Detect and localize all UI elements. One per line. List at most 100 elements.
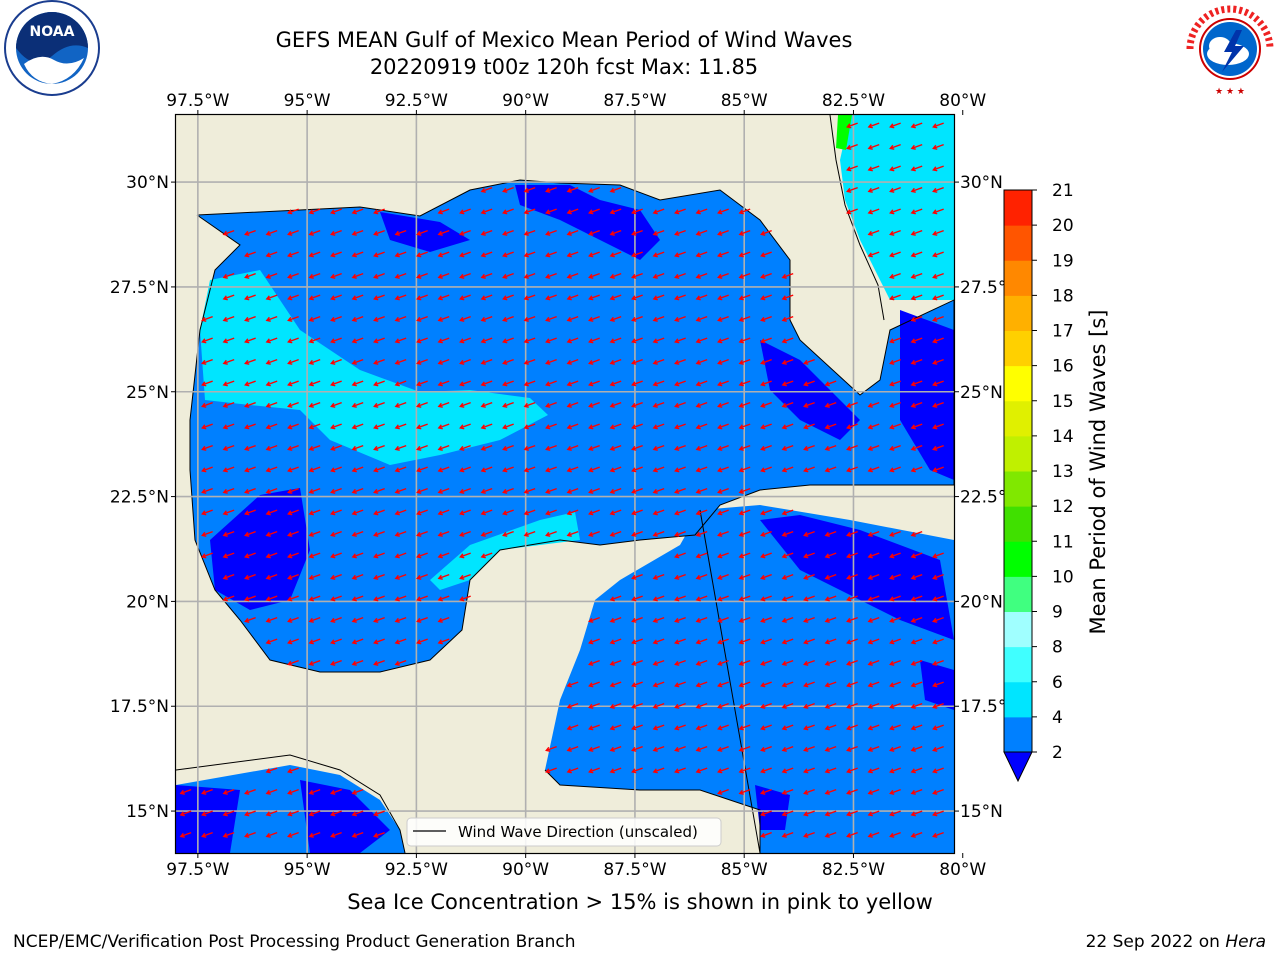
colorbar-band-11 [1004, 330, 1032, 367]
wave-direction-arrow-144 [287, 294, 299, 301]
wave-direction-arrow-113 [265, 272, 278, 279]
wave-direction-arrow-323 [760, 401, 772, 408]
wave-direction-arrow-439 [244, 487, 256, 494]
wave-direction-arrow-471 [373, 509, 385, 516]
wave-direction-arrow-249 [566, 358, 579, 365]
wave-direction-arrow-178 [351, 315, 364, 322]
wave-direction-arrow-791 [824, 788, 837, 795]
wave-direction-arrow-298 [222, 401, 235, 408]
wave-direction-arrow-2 [889, 122, 901, 129]
wave-direction-arrow-414 [459, 466, 471, 473]
wave-direction-arrow-504 [480, 530, 493, 537]
colorbar-band-13 [1004, 260, 1032, 296]
x-tick-label-top-1: 95°W [284, 91, 331, 111]
short-period-patch-4 [760, 515, 954, 640]
wave-direction-arrow-467 [287, 509, 299, 516]
colorbar-tick-label-7: 12 [1052, 497, 1074, 517]
wave-direction-arrow-642 [437, 638, 450, 645]
wave-direction-arrow-650 [738, 638, 751, 645]
wave-direction-arrow-4 [932, 122, 944, 129]
wave-direction-arrow-46 [738, 208, 751, 215]
wave-direction-arrow-235 [265, 358, 278, 365]
wave-direction-arrow-657 [889, 638, 901, 645]
short-period-patch-0 [210, 488, 310, 610]
wave-direction-arrow-631 [889, 616, 901, 623]
wave-direction-arrow-293 [824, 380, 837, 387]
wave-direction-arrow-388 [652, 444, 665, 451]
wave-direction-arrow-402 [201, 466, 213, 473]
wave-direction-arrow-809 [803, 810, 815, 817]
wave-direction-arrow-200 [932, 315, 944, 322]
wave-direction-arrow-450 [480, 487, 493, 494]
wave-direction-arrow-213 [459, 337, 471, 344]
wave-direction-arrow-218 [566, 337, 579, 344]
wave-direction-arrow-399 [889, 444, 901, 451]
wave-direction-arrow-785 [351, 788, 364, 795]
wave-direction-arrow-757 [287, 767, 299, 774]
wave-direction-arrow-205 [287, 337, 299, 344]
wave-direction-arrow-594 [674, 595, 686, 602]
wave-direction-arrow-186 [523, 315, 536, 322]
wave-direction-arrow-825 [373, 831, 385, 838]
wave-direction-arrow-378 [437, 444, 450, 451]
wave-direction-arrow-342 [416, 423, 428, 430]
wave-direction-arrow-684 [588, 681, 600, 688]
wave-direction-arrow-364 [889, 423, 901, 430]
colorbar-band-3 [1004, 611, 1032, 648]
wave-direction-arrow-725 [695, 724, 708, 731]
wave-direction-arrow-567 [695, 573, 708, 580]
wave-direction-arrow-532 [351, 552, 364, 559]
wave-direction-arrow-558 [351, 573, 364, 580]
wave-direction-arrow-441 [287, 487, 299, 494]
wave-direction-arrow-728 [760, 724, 772, 731]
wave-direction-arrow-240 [373, 358, 385, 365]
y-tick-label-right-6: 30°N [960, 173, 1003, 193]
wave-direction-arrow-444 [351, 487, 364, 494]
wave-direction-arrow-656 [867, 638, 880, 645]
wave-direction-arrow-460 [695, 487, 708, 494]
wave-direction-arrow-621 [674, 616, 686, 623]
wave-direction-arrow-195 [717, 315, 729, 322]
wave-direction-arrow-822 [308, 831, 321, 838]
wave-direction-arrow-51 [932, 208, 944, 215]
wave-direction-arrow-628 [824, 616, 837, 623]
wave-direction-arrow-26 [932, 186, 944, 193]
wave-direction-arrow-330 [910, 401, 923, 408]
wave-direction-arrow-94 [502, 251, 514, 258]
wave-direction-arrow-525 [201, 552, 213, 559]
wave-direction-arrow-595 [695, 595, 708, 602]
wave-direction-arrow-1 [867, 122, 880, 129]
wave-direction-arrow-183 [459, 315, 471, 322]
wave-direction-arrow-503 [459, 530, 471, 537]
wave-direction-arrow-500 [394, 530, 407, 537]
wave-direction-arrow-468 [308, 509, 321, 516]
wave-direction-arrow-353 [652, 423, 665, 430]
wave-direction-arrow-243 [437, 358, 450, 365]
wave-direction-arrow-721 [609, 724, 622, 731]
colorbar-band-0 [1004, 716, 1032, 753]
wave-direction-arrow-92 [459, 251, 471, 258]
wave-direction-arrow-139 [910, 272, 923, 279]
wave-direction-arrow-735 [910, 724, 923, 731]
wave-direction-arrow-506 [523, 530, 536, 537]
wave-direction-arrow-67 [545, 229, 557, 236]
wave-direction-arrow-535 [416, 552, 428, 559]
wave-direction-arrow-648 [695, 638, 708, 645]
wave-direction-arrow-433 [867, 466, 880, 473]
wave-direction-arrow-475 [459, 509, 471, 516]
wave-direction-arrow-110 [932, 251, 944, 258]
x-tick-label-top-4: 87.5°W [603, 91, 666, 111]
wave-direction-arrow-33 [459, 208, 471, 215]
wave-direction-arrow-481 [588, 509, 600, 516]
y-tick-label-left-3: 22.5°N [110, 488, 169, 508]
direction-legend: Wind Wave Direction (unscaled) [406, 817, 722, 847]
wave-direction-arrow-54 [265, 229, 278, 236]
wave-direction-arrow-570 [760, 573, 772, 580]
wave-direction-arrow-562 [437, 573, 450, 580]
wave-direction-arrow-288 [717, 380, 729, 387]
wave-direction-arrow-572 [803, 573, 815, 580]
wave-direction-arrow-692 [760, 681, 772, 688]
wave-direction-arrow-332 [201, 423, 213, 430]
wave-direction-arrow-49 [889, 208, 901, 215]
colorbar-tick-label-3: 8 [1052, 638, 1063, 658]
